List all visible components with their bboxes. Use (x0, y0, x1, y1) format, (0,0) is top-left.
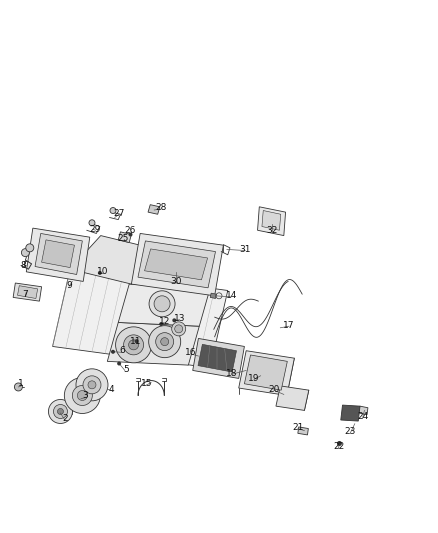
Polygon shape (13, 283, 42, 301)
Polygon shape (107, 322, 199, 365)
Circle shape (14, 383, 22, 391)
Text: 13: 13 (174, 314, 185, 323)
Circle shape (111, 350, 115, 354)
Text: 6: 6 (119, 346, 125, 355)
Text: 9: 9 (66, 281, 72, 289)
Polygon shape (118, 284, 210, 326)
Polygon shape (298, 427, 308, 435)
Circle shape (124, 335, 144, 355)
Text: 17: 17 (283, 321, 295, 329)
Polygon shape (42, 240, 74, 268)
Text: 20: 20 (268, 385, 279, 393)
Polygon shape (341, 405, 360, 421)
Text: 23: 23 (345, 427, 356, 436)
Circle shape (110, 207, 116, 214)
Text: 30: 30 (170, 277, 182, 286)
Circle shape (159, 322, 163, 326)
Text: 15: 15 (141, 379, 152, 388)
Polygon shape (148, 205, 160, 214)
Text: 18: 18 (226, 369, 238, 377)
Circle shape (154, 296, 170, 312)
Circle shape (128, 232, 133, 237)
Text: 10: 10 (97, 268, 109, 276)
Text: 27: 27 (113, 209, 125, 217)
Text: 16: 16 (185, 349, 196, 357)
Polygon shape (258, 207, 286, 236)
Text: 7: 7 (22, 290, 28, 298)
Polygon shape (193, 338, 244, 378)
Text: 22: 22 (333, 442, 344, 451)
Text: 26: 26 (125, 226, 136, 235)
Text: 29: 29 (90, 225, 101, 233)
Polygon shape (276, 386, 309, 410)
Text: 24: 24 (357, 413, 368, 421)
Polygon shape (262, 211, 281, 230)
Text: 14: 14 (226, 292, 237, 300)
Text: 19: 19 (248, 374, 260, 383)
Polygon shape (131, 233, 223, 296)
Circle shape (134, 339, 139, 343)
Circle shape (172, 322, 186, 336)
Circle shape (129, 340, 138, 350)
Circle shape (21, 248, 29, 257)
Circle shape (26, 244, 34, 252)
Circle shape (89, 220, 95, 226)
Polygon shape (359, 406, 368, 415)
Text: 31: 31 (240, 245, 251, 254)
Polygon shape (138, 241, 215, 288)
Text: 5: 5 (123, 365, 129, 374)
Polygon shape (198, 344, 237, 372)
Circle shape (57, 408, 64, 415)
Circle shape (83, 376, 101, 394)
Text: 28: 28 (155, 204, 167, 212)
Circle shape (117, 361, 121, 366)
Circle shape (64, 377, 100, 414)
Polygon shape (35, 233, 82, 274)
Circle shape (78, 391, 87, 400)
Circle shape (175, 325, 183, 333)
Polygon shape (118, 232, 131, 243)
Circle shape (148, 326, 181, 358)
Circle shape (76, 369, 108, 401)
Text: 21: 21 (292, 423, 304, 432)
Text: 32: 32 (266, 226, 277, 235)
Polygon shape (145, 249, 208, 280)
Circle shape (337, 441, 342, 446)
Polygon shape (244, 355, 287, 390)
Text: 11: 11 (130, 337, 141, 345)
Polygon shape (239, 351, 294, 395)
Circle shape (161, 337, 169, 346)
Text: 4: 4 (109, 385, 114, 393)
Circle shape (98, 271, 102, 275)
Polygon shape (18, 286, 38, 298)
Text: 25: 25 (118, 235, 129, 243)
Text: 3: 3 (82, 391, 88, 400)
Circle shape (88, 381, 96, 389)
Polygon shape (70, 236, 162, 284)
Circle shape (149, 291, 175, 317)
Circle shape (155, 333, 174, 351)
Polygon shape (26, 228, 90, 281)
Text: 12: 12 (159, 317, 170, 326)
Circle shape (172, 318, 177, 322)
Circle shape (72, 385, 92, 406)
Polygon shape (53, 269, 228, 368)
Circle shape (49, 399, 72, 424)
Circle shape (53, 405, 67, 418)
Polygon shape (210, 293, 216, 298)
Text: 8: 8 (20, 261, 26, 270)
Circle shape (116, 327, 152, 363)
Text: 2: 2 (62, 414, 67, 423)
Text: 1: 1 (18, 379, 24, 388)
